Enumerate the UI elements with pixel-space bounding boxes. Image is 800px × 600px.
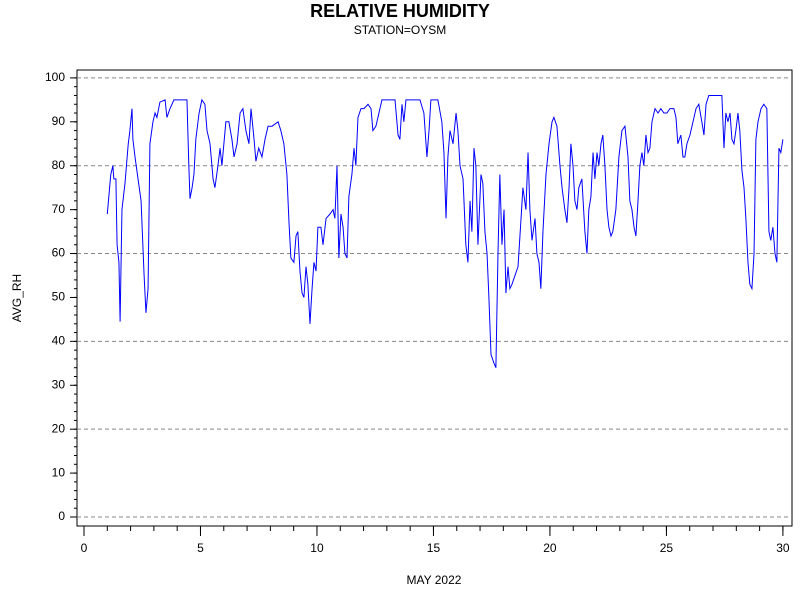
y-tick-label: 90 xyxy=(52,114,66,128)
x-tick-label: 20 xyxy=(543,541,557,555)
data-line xyxy=(106,94,784,368)
y-tick-label: 60 xyxy=(52,246,66,260)
x-tick-label: 5 xyxy=(197,541,204,555)
x-tick-label: 15 xyxy=(427,541,441,555)
y-tick-label: 100 xyxy=(45,70,65,84)
x-tick-label: 25 xyxy=(660,541,674,555)
x-tick-label: 0 xyxy=(81,541,88,555)
x-tick-label: 10 xyxy=(310,541,324,555)
chart-subtitle: STATION=OYSM xyxy=(354,23,447,37)
y-axis-label: AVG_RH xyxy=(10,274,24,322)
y-tick-label: 30 xyxy=(52,377,66,391)
y-tick-label: 80 xyxy=(52,158,66,172)
y-tick-label: 20 xyxy=(52,421,66,435)
y-tick-label: 70 xyxy=(52,202,66,216)
y-tick-label: 10 xyxy=(52,465,66,479)
x-axis-label: MAY 2022 xyxy=(407,573,462,587)
y-tick-label: 40 xyxy=(52,334,66,348)
x-tick-label: 30 xyxy=(776,541,790,555)
plot-frame xyxy=(76,69,793,527)
y-tick-label: 50 xyxy=(52,290,66,304)
chart-title: RELATIVE HUMIDITY xyxy=(310,1,490,21)
y-tick-label: 0 xyxy=(58,509,65,523)
